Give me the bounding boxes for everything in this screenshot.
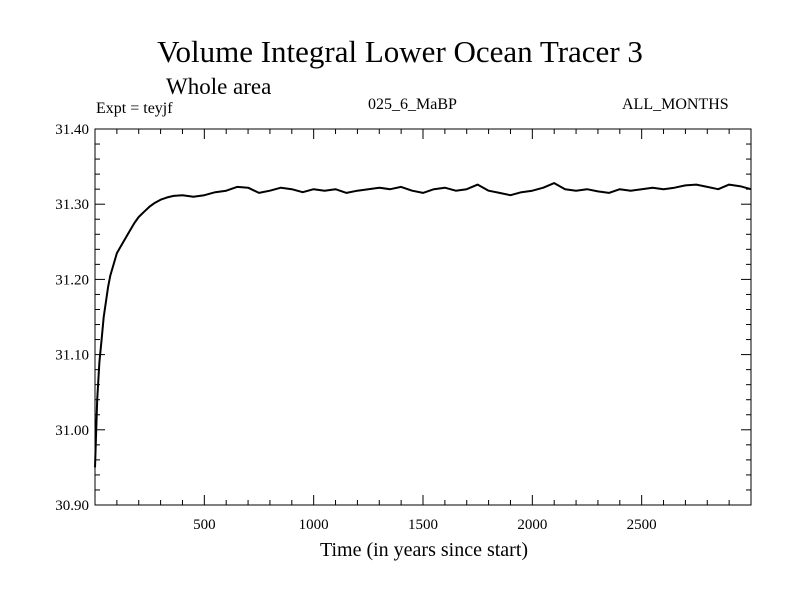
experiment-label: Expt = teyjf — [96, 100, 173, 117]
plot-frame — [94, 128, 752, 506]
x-tick-label: 2500 — [627, 517, 657, 533]
x-tick-label: 1500 — [408, 517, 438, 533]
y-tick-label: 31.40 — [55, 122, 89, 138]
x-tick-label: 2000 — [517, 517, 547, 533]
chart-title: Volume Integral Lower Ocean Tracer 3 — [157, 34, 643, 69]
y-axis: 30.90 31.00 31.10 31.20 31.30 31.40 — [55, 122, 751, 514]
y-tick-label: 31.30 — [55, 197, 89, 213]
x-axis-label: Time (in years since start) — [320, 539, 528, 561]
series-line — [94, 182, 752, 468]
x-tick-label: 500 — [193, 517, 216, 533]
y-tick-label: 31.00 — [55, 423, 89, 439]
x-tick-label: 1000 — [299, 517, 329, 533]
run-label: 025_6_MaBP — [368, 96, 457, 113]
y-tick-label: 31.20 — [55, 272, 89, 288]
months-label: ALL_MONTHS — [622, 96, 729, 113]
y-tick-label: 31.10 — [55, 348, 89, 364]
x-axis: 500 1000 1500 2000 2500 — [116, 129, 730, 533]
series-layer — [94, 182, 752, 468]
chart-subtitle: Whole area — [166, 74, 272, 99]
y-tick-label: 30.90 — [55, 498, 89, 514]
